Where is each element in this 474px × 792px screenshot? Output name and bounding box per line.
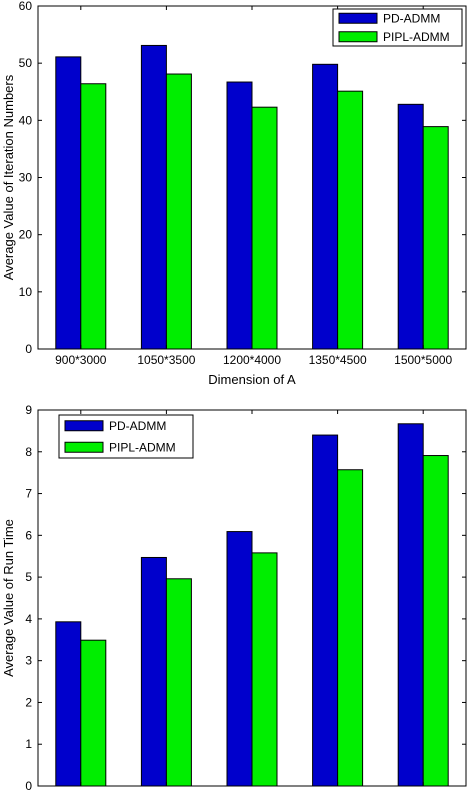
x-tick-label: 1500*5000: [394, 353, 452, 367]
bar-pd-admm: [226, 531, 253, 787]
chart-run-time: 0 1 2 3 4 5 6 7 8 9 900*3000 1050*3500 1200*4000 1350…: [1, 403, 467, 792]
legend-label: PIPL-ADMM: [109, 440, 176, 454]
x-tick-label: 1050*3500: [137, 353, 195, 367]
legend-swatch: [64, 441, 104, 453]
bar-pd-admm: [312, 434, 339, 787]
y-axis-title: Average Value of Run Time: [1, 519, 16, 677]
bar-pd-admm: [55, 56, 82, 350]
x-tick-label: 1050*3500: [137, 790, 195, 792]
y-tick-label: 40: [19, 113, 33, 127]
bar-pipl-admm: [422, 455, 449, 787]
bar-pipl-admm: [251, 106, 278, 350]
bar-pipl-admm: [80, 83, 107, 350]
x-axis-title: Dimension of A: [208, 372, 296, 387]
x-tick-label: 1200*4000: [223, 790, 281, 792]
bar-pd-admm: [226, 81, 253, 350]
bar-pd-admm: [397, 103, 424, 350]
x-tick-label: 1350*4500: [309, 790, 367, 792]
y-tick-label: 9: [25, 403, 32, 417]
y-tick-label: 7: [25, 487, 32, 501]
x-tick-label: 1350*4500: [309, 353, 367, 367]
bar-pd-admm: [140, 44, 167, 350]
y-tick-label: 4: [25, 612, 32, 626]
bar-pipl-admm: [337, 90, 364, 350]
y-tick-label: 5: [25, 570, 32, 584]
legend-swatch: [338, 31, 378, 43]
y-tick-label: 30: [19, 171, 33, 185]
legend-label: PD-ADMM: [383, 11, 440, 25]
bar-pipl-admm: [80, 639, 107, 787]
y-tick-label: 1: [25, 737, 32, 751]
legend-label: PD-ADMM: [109, 419, 166, 433]
bar-pipl-admm: [165, 73, 192, 350]
y-tick-label: 60: [19, 0, 33, 13]
legend-label: PIPL-ADMM: [383, 30, 450, 44]
x-tick-label: 900*3000: [55, 353, 107, 367]
bar-pd-admm: [140, 556, 167, 787]
bar-pipl-admm: [165, 578, 192, 787]
x-tick-label: 1500*5000: [394, 790, 452, 792]
y-tick-label: 8: [25, 445, 32, 459]
y-tick-label: 2: [25, 695, 32, 709]
y-tick-label: 0: [25, 779, 32, 792]
bar-pipl-admm: [251, 552, 278, 787]
bar-pipl-admm: [422, 126, 449, 350]
y-tick-label: 0: [25, 342, 32, 356]
bar-pipl-admm: [337, 469, 364, 787]
bar-pd-admm: [312, 63, 339, 350]
legend-swatch: [64, 420, 104, 432]
bar-pd-admm: [397, 423, 424, 787]
bar-pd-admm: [55, 621, 82, 787]
legend-swatch: [338, 12, 378, 24]
x-tick-label: 1200*4000: [223, 353, 281, 367]
chart-iterations: 0 10 20 30 40 50 60 900*3000 1050*3500 1200*4000 1…: [1, 0, 467, 387]
x-tick-label: 900*3000: [55, 790, 107, 792]
y-tick-label: 10: [19, 285, 33, 299]
y-axis-title: Average Value of Iteration Numbers: [1, 74, 16, 280]
y-tick-label: 50: [19, 56, 33, 70]
y-tick-label: 20: [19, 228, 33, 242]
y-tick-label: 3: [25, 654, 32, 668]
y-tick-label: 6: [25, 528, 32, 542]
